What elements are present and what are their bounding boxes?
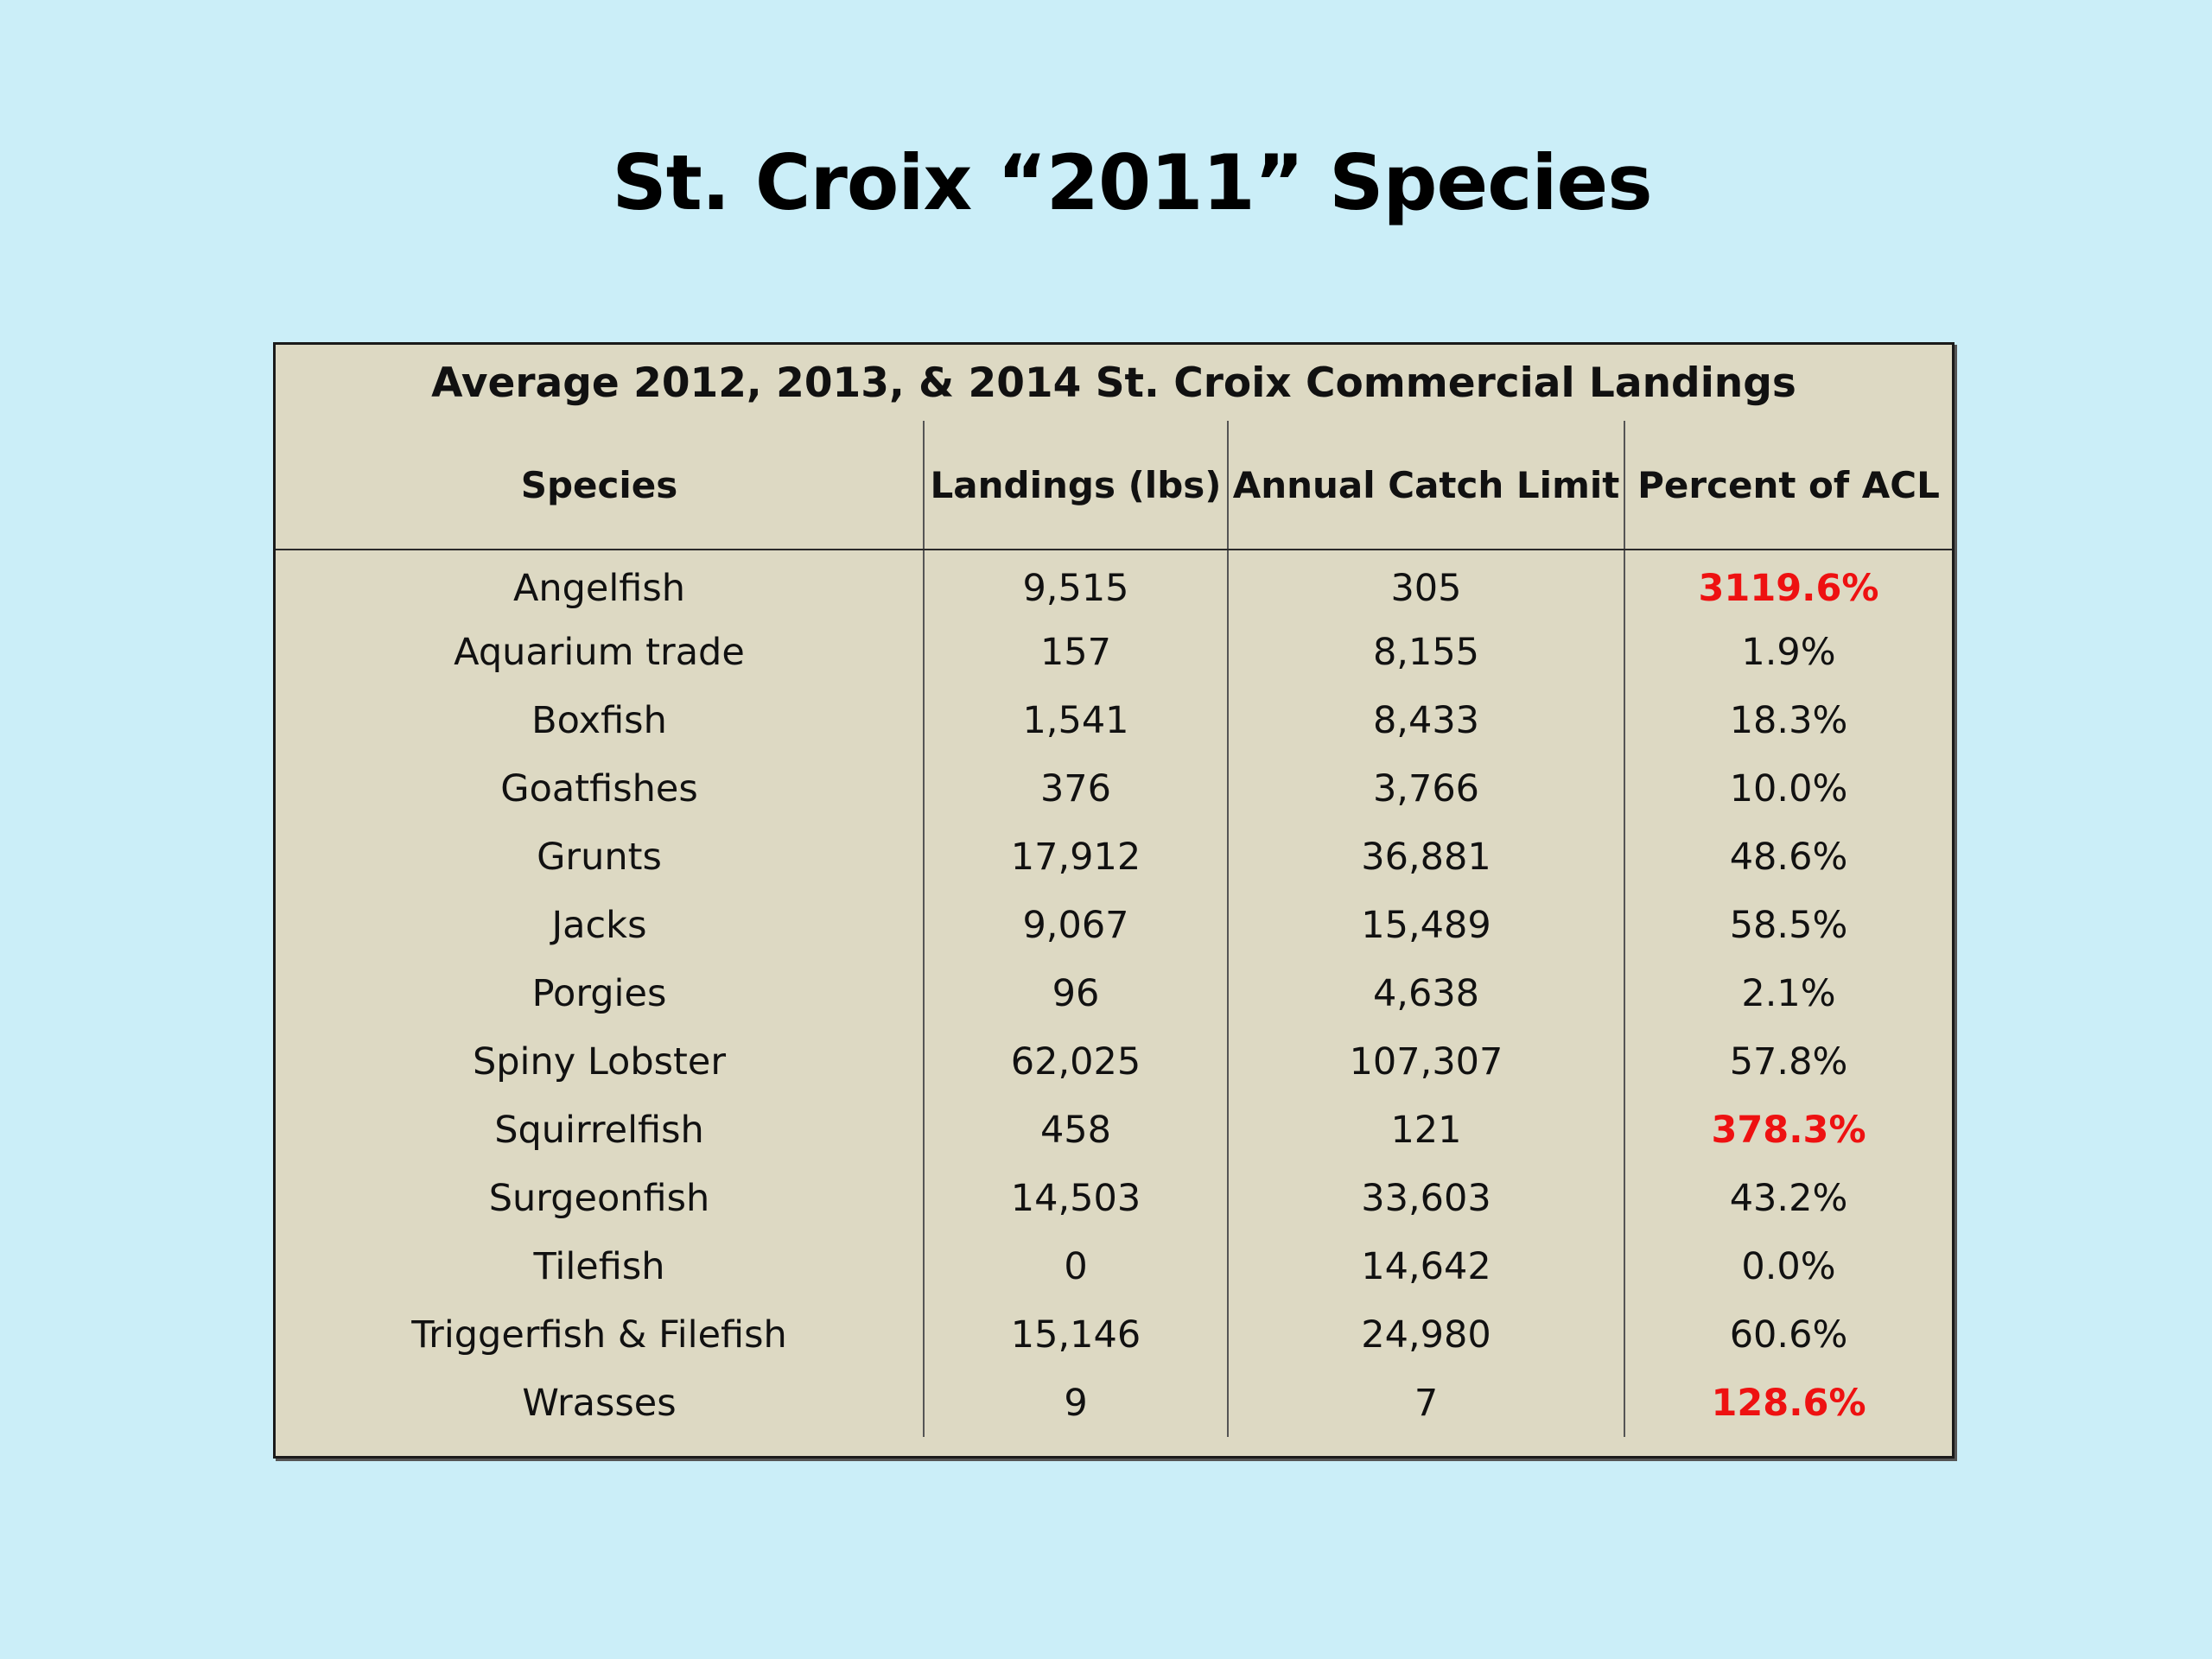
landings-cell: 17,912 — [923, 823, 1228, 891]
table-caption: Average 2012, 2013, & 2014 St. Croix Com… — [431, 359, 1796, 407]
species-cell: Goatfishes — [500, 766, 698, 810]
table-row: Wrasses 9 7 128.6% — [276, 1369, 1953, 1437]
header-species: Species — [276, 421, 924, 550]
landings-cell: 9,067 — [923, 891, 1228, 959]
species-cell: Aquarium trade — [454, 630, 745, 674]
landings-cell: 9,515 — [923, 550, 1228, 618]
species-cell: Triggerfish & Filefish — [411, 1313, 787, 1357]
table-body: Angelfish 9,515 305 3119.6% Aquarium trade 15… — [276, 550, 1953, 1437]
landings-cell: 458 — [923, 1096, 1228, 1164]
table-row: Triggerfish & Filefish 15,146 24,980 60.6% — [276, 1300, 1953, 1369]
annual-catch-limit-cell: 305 — [1227, 550, 1624, 618]
species-cell: Squirrelfish — [494, 1108, 704, 1152]
annual-catch-limit-cell: 8,155 — [1227, 618, 1624, 686]
landings-table: Average 2012, 2013, & 2014 St. Croix Com… — [276, 345, 1953, 1437]
landings-cell: 9 — [923, 1369, 1228, 1437]
percent-of-acl-cell: 60.6% — [1623, 1300, 1953, 1369]
header-percent-of-acl: Percent of ACL — [1623, 421, 1953, 550]
percent-of-acl-cell: 2.1% — [1623, 959, 1953, 1027]
species-cell: Wrasses — [522, 1381, 677, 1425]
percent-of-acl-cell: 48.6% — [1623, 823, 1953, 891]
landings-cell: 157 — [923, 618, 1228, 686]
landings-cell: 1,541 — [923, 686, 1228, 754]
table-row: Jacks 9,067 15,489 58.5% — [276, 891, 1953, 959]
landings-cell: 14,503 — [923, 1164, 1228, 1232]
species-cell: Grunts — [537, 835, 662, 879]
table-row: Angelfish 9,515 305 3119.6% — [276, 550, 1953, 618]
header-annual-catch-limit: Annual Catch Limit — [1227, 421, 1624, 550]
species-cell: Boxfish — [531, 698, 667, 742]
annual-catch-limit-cell: 15,489 — [1227, 891, 1624, 959]
header-landings: Landings (lbs) — [923, 421, 1228, 550]
annual-catch-limit-cell: 33,603 — [1227, 1164, 1624, 1232]
landings-table-container: Average 2012, 2013, & 2014 St. Croix Com… — [273, 342, 1955, 1459]
table-row: Surgeonfish 14,503 33,603 43.2% — [276, 1164, 1953, 1232]
percent-of-acl-cell: 378.3% — [1623, 1096, 1953, 1164]
species-cell: Spiny Lobster — [472, 1039, 727, 1084]
species-cell: Angelfish — [512, 567, 686, 610]
percent-of-acl-cell: 43.2% — [1623, 1164, 1953, 1232]
annual-catch-limit-cell: 24,980 — [1227, 1300, 1624, 1369]
percent-of-acl-cell: 58.5% — [1623, 891, 1953, 959]
percent-of-acl-cell: 3119.6% — [1623, 550, 1953, 618]
landings-cell: 0 — [923, 1232, 1228, 1300]
landings-cell: 96 — [923, 959, 1228, 1027]
table-row: Tilefish 0 14,642 0.0% — [276, 1232, 1953, 1300]
landings-cell: 376 — [923, 754, 1228, 823]
percent-of-acl-cell: 1.9% — [1623, 618, 1953, 686]
percent-of-acl-cell: 10.0% — [1623, 754, 1953, 823]
annual-catch-limit-cell: 8,433 — [1227, 686, 1624, 754]
annual-catch-limit-cell: 4,638 — [1227, 959, 1624, 1027]
table-row: Porgies 96 4,638 2.1% — [276, 959, 1953, 1027]
table-row: Spiny Lobster 62,025 107,307 57.8% — [276, 1027, 1953, 1096]
percent-of-acl-cell: 57.8% — [1623, 1027, 1953, 1096]
table-row: Squirrelfish 458 121 378.3% — [276, 1096, 1953, 1164]
table-row: Boxfish 1,541 8,433 18.3% — [276, 686, 1953, 754]
annual-catch-limit-cell: 14,642 — [1227, 1232, 1624, 1300]
percent-of-acl-cell: 0.0% — [1623, 1232, 1953, 1300]
annual-catch-limit-cell: 121 — [1227, 1096, 1624, 1164]
percent-of-acl-cell: 128.6% — [1623, 1369, 1953, 1437]
landings-cell: 15,146 — [923, 1300, 1228, 1369]
annual-catch-limit-cell: 107,307 — [1227, 1027, 1624, 1096]
table-row: Goatfishes 376 3,766 10.0% — [276, 754, 1953, 823]
species-cell: Tilefish — [533, 1244, 665, 1288]
slide-title: St. Croix “2011” Species — [612, 138, 1652, 227]
table-row: Aquarium trade 157 8,155 1.9% — [276, 618, 1953, 686]
annual-catch-limit-cell: 3,766 — [1227, 754, 1624, 823]
percent-of-acl-cell: 18.3% — [1623, 686, 1953, 754]
table-row: Grunts 17,912 36,881 48.6% — [276, 823, 1953, 891]
species-cell: Porgies — [531, 971, 667, 1015]
landings-cell: 62,025 — [923, 1027, 1228, 1096]
species-cell: Jacks — [551, 903, 647, 947]
annual-catch-limit-cell: 7 — [1227, 1369, 1624, 1437]
species-cell: Surgeonfish — [488, 1176, 710, 1220]
annual-catch-limit-cell: 36,881 — [1227, 823, 1624, 891]
